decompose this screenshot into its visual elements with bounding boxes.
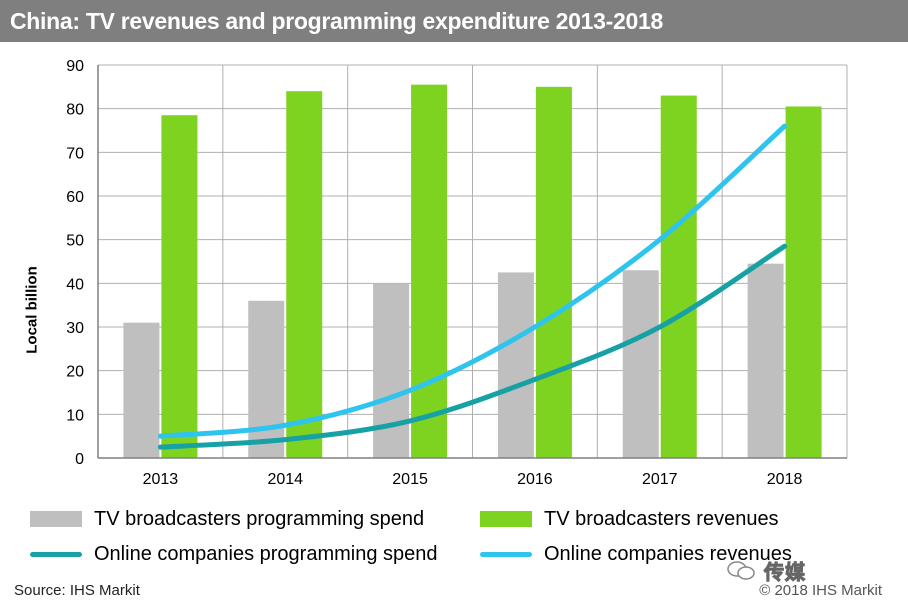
legend-swatch-green — [480, 511, 532, 527]
chat-bubble-icon — [727, 560, 755, 580]
y-axis-label-text: Local billion — [23, 266, 41, 354]
x-tick-label: 2014 — [267, 471, 303, 488]
line-online-spend — [157, 243, 788, 450]
copyright-note: © 2018 IHS Markit — [759, 582, 882, 599]
bar-revenues — [286, 91, 323, 458]
bar-revenues — [785, 106, 822, 458]
y-tick-label: 0 — [75, 451, 84, 468]
watermark-text: 传媒 — [764, 562, 806, 585]
legend-label: TV broadcasters revenues — [544, 507, 779, 530]
x-tick-label: 2015 — [392, 471, 428, 488]
y-tick-label: 50 — [66, 233, 84, 250]
y-tick-label: 60 — [66, 189, 84, 206]
legend-label: TV broadcasters programming spend — [94, 507, 425, 530]
legend-swatch-cyan — [480, 551, 532, 557]
x-tick-label: 2016 — [517, 471, 553, 488]
bar-revenues — [411, 84, 448, 459]
y-axis-label: Local billion — [2, 180, 62, 440]
y-tick-label: 10 — [66, 407, 84, 424]
x-tick-label: 2013 — [143, 471, 179, 488]
y-tick-label: 80 — [66, 102, 84, 119]
legend-item-revenues: TV broadcasters revenues — [480, 507, 779, 531]
legend-item-online-spend: Online companies programming spend — [30, 542, 438, 566]
chart-title: China: TV revenues and programming expen… — [10, 8, 663, 34]
y-tick-label: 20 — [66, 364, 84, 381]
legend-swatch-teal — [30, 551, 82, 557]
bar-programming-spend — [747, 263, 784, 458]
title-bar: China: TV revenues and programming expen… — [0, 0, 908, 42]
bar-programming-spend — [248, 300, 285, 458]
bar-programming-spend — [622, 270, 659, 458]
y-tick-label: 90 — [66, 58, 84, 75]
y-tick-label: 30 — [66, 320, 84, 337]
line-online-revenues — [157, 123, 788, 439]
watermark: 传媒 — [726, 556, 806, 585]
bar-revenues — [535, 86, 572, 458]
bar-programming-spend — [123, 322, 160, 458]
legend-label: Online companies programming spend — [94, 542, 438, 565]
bar-programming-spend — [497, 272, 534, 458]
legend-swatch-gray — [30, 511, 82, 527]
bar-revenues — [161, 115, 198, 458]
x-tick-label: 2018 — [767, 471, 803, 488]
y-tick-label: 40 — [66, 276, 84, 293]
x-tick-label: 2017 — [642, 471, 678, 488]
legend-item-programming-spend: TV broadcasters programming spend — [30, 507, 424, 531]
legend-item-online-revenues: Online companies revenues — [480, 542, 792, 566]
bar-programming-spend — [373, 283, 410, 458]
bar-revenues — [660, 95, 697, 459]
source-note: Source: IHS Markit — [14, 582, 140, 599]
legend-label: Online companies revenues — [544, 542, 792, 565]
y-tick-label: 70 — [66, 145, 84, 162]
